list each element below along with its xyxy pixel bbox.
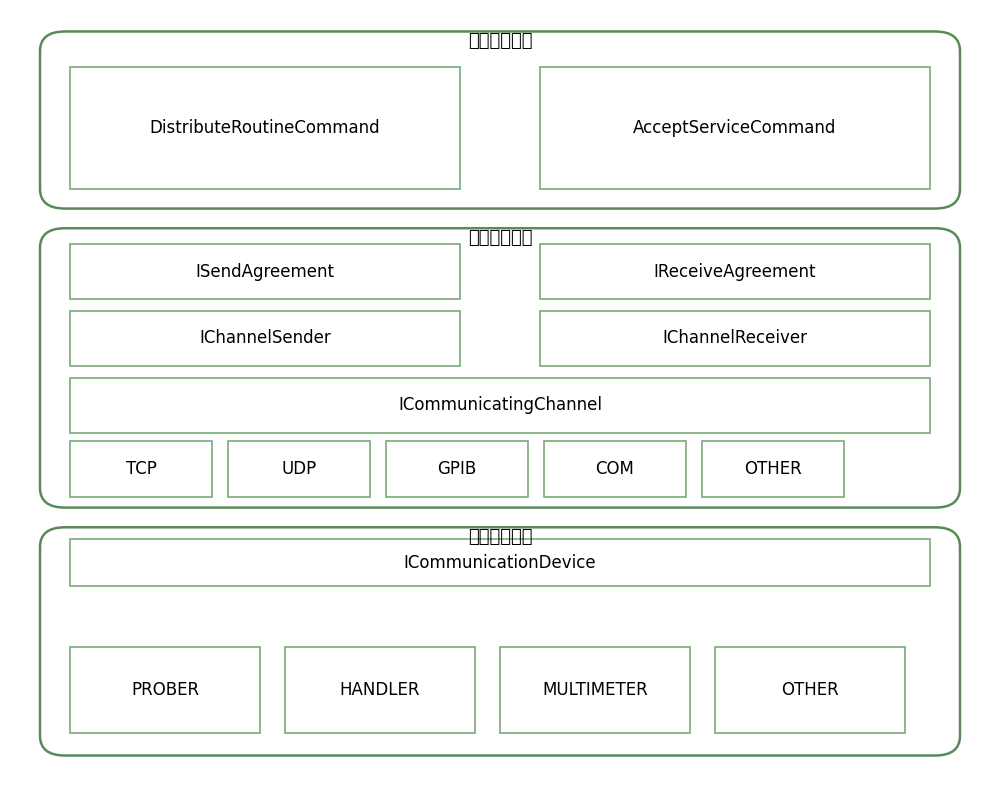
- Text: ISendAgreement: ISendAgreement: [196, 263, 334, 280]
- Bar: [500, 647, 690, 733]
- FancyBboxPatch shape: [40, 31, 960, 209]
- Text: ICommunicatingChannel: ICommunicatingChannel: [398, 397, 602, 414]
- Bar: [715, 647, 905, 733]
- Bar: [70, 539, 930, 586]
- Text: PROBER: PROBER: [131, 682, 199, 699]
- FancyBboxPatch shape: [40, 228, 960, 508]
- Text: GPIB: GPIB: [437, 460, 477, 478]
- Text: IChannelReceiver: IChannelReceiver: [663, 330, 808, 347]
- Text: AcceptServiceCommand: AcceptServiceCommand: [633, 119, 837, 137]
- Bar: [702, 441, 844, 497]
- Text: IChannelSender: IChannelSender: [199, 330, 331, 347]
- Text: MULTIMETER: MULTIMETER: [542, 682, 648, 699]
- Bar: [285, 647, 475, 733]
- Text: COM: COM: [596, 460, 634, 478]
- Bar: [70, 378, 930, 433]
- Text: 统一通信模型: 统一通信模型: [468, 32, 532, 50]
- Bar: [540, 67, 930, 189]
- Bar: [70, 441, 212, 497]
- Text: ICommunicationDevice: ICommunicationDevice: [404, 554, 596, 571]
- Bar: [228, 441, 370, 497]
- Bar: [386, 441, 528, 497]
- FancyBboxPatch shape: [40, 527, 960, 756]
- Bar: [540, 311, 930, 366]
- Text: TCP: TCP: [126, 460, 156, 478]
- Text: OTHER: OTHER: [781, 682, 839, 699]
- Bar: [540, 244, 930, 299]
- Text: DistributeRoutineCommand: DistributeRoutineCommand: [150, 119, 380, 137]
- Bar: [70, 647, 260, 733]
- Bar: [70, 67, 460, 189]
- Bar: [544, 441, 686, 497]
- Bar: [70, 311, 460, 366]
- Text: OTHER: OTHER: [744, 460, 802, 478]
- Text: IReceiveAgreement: IReceiveAgreement: [654, 263, 816, 280]
- Text: UDP: UDP: [281, 460, 317, 478]
- Text: 统一设备接口: 统一设备接口: [468, 528, 532, 545]
- Text: HANDLER: HANDLER: [340, 682, 420, 699]
- Bar: [70, 244, 460, 299]
- Text: 统一协议接口: 统一协议接口: [468, 229, 532, 246]
